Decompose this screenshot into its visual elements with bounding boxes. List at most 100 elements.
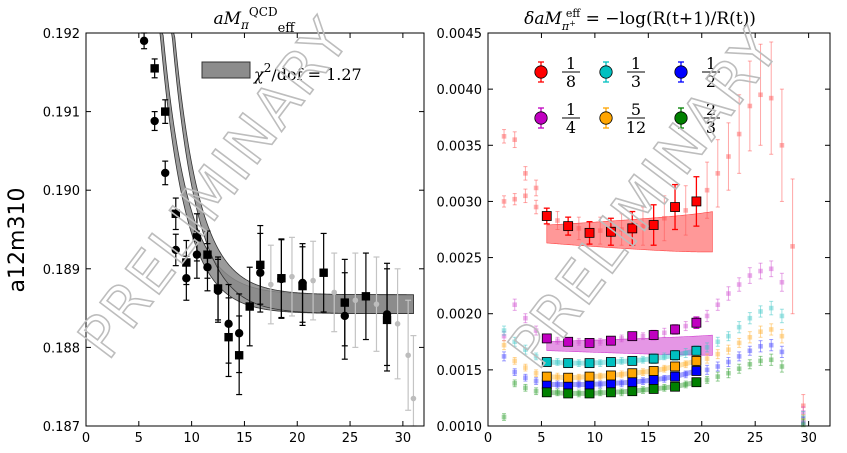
right-xtick-label: 5 — [537, 431, 545, 446]
data-point-square — [245, 302, 254, 311]
faded-data-point — [576, 360, 582, 366]
data-point-2-3 — [584, 388, 595, 399]
data-point-2-3 — [627, 386, 638, 397]
data-point-1-3 — [670, 350, 680, 361]
legend-numerator: 1 — [566, 54, 576, 73]
faded-data-point — [640, 378, 646, 384]
data-point-square — [224, 332, 233, 342]
legend-marker-1-4 — [534, 111, 548, 125]
data-point-5-12 — [541, 371, 552, 382]
data-point-square — [150, 64, 159, 73]
legend-marker-1-8 — [534, 65, 548, 79]
left-xtick-label: 0 — [82, 431, 90, 446]
data-point-1-4 — [648, 330, 659, 340]
legend-denominator: 4 — [566, 118, 576, 137]
faded-data-point — [662, 215, 667, 221]
faded-data-point — [747, 348, 753, 354]
faded-data-point — [736, 131, 742, 137]
legend-swatch — [201, 61, 251, 79]
data-point-1-3 — [606, 357, 616, 367]
faded-data-point — [501, 342, 507, 348]
data-point-square — [203, 250, 212, 259]
faded-data-point — [662, 330, 667, 336]
faded-data-point — [555, 382, 560, 387]
data-point-square — [182, 258, 191, 267]
left-xtick-label: 25 — [342, 431, 359, 446]
right-ytick-label: 0.0030 — [437, 195, 483, 210]
left-xtick-label: 30 — [395, 431, 412, 446]
faded-data-point — [715, 351, 721, 357]
faded-data-point — [555, 359, 560, 365]
faded-data-point — [512, 137, 518, 142]
faded-data-point — [768, 357, 774, 363]
data-point-2-3 — [563, 388, 574, 399]
data-point-1-8 — [648, 220, 659, 230]
faded-data-point — [800, 422, 806, 428]
right-ytick-label: 0.0010 — [437, 420, 483, 435]
data-point-faded — [331, 289, 338, 296]
row-label: a12m310 — [5, 188, 30, 293]
faded-data-point — [619, 372, 624, 377]
faded-data-point — [726, 154, 731, 159]
data-point-1-8 — [691, 196, 702, 207]
faded-data-point — [726, 370, 731, 376]
data-point-1-8 — [670, 202, 680, 212]
right-axes: 0 5 10 15 20 25 300.00100.00150.00200.00250.00… — [437, 27, 831, 446]
data-point-1-2 — [627, 377, 638, 388]
legend-power: 2 — [264, 61, 272, 75]
faded-data-point — [523, 385, 528, 391]
faded-data-point — [555, 338, 560, 343]
left-plot-frame — [85, 32, 425, 427]
faded-data-point — [501, 328, 507, 333]
faded-data-point — [768, 342, 774, 348]
faded-data-point — [715, 339, 721, 345]
faded-data-point — [683, 382, 689, 387]
faded-data-point — [555, 390, 560, 395]
faded-data-point — [640, 387, 646, 393]
legend-marker-1-3 — [599, 65, 613, 79]
faded-data-point — [736, 324, 742, 330]
faded-data-point — [619, 381, 624, 386]
legend-numerator: 2 — [706, 100, 716, 119]
faded-data-point — [640, 357, 646, 363]
faded-data-point — [576, 339, 582, 345]
faded-data-point — [597, 374, 603, 379]
faded-data-point — [523, 347, 528, 352]
data-point-square — [319, 268, 328, 277]
faded-data-point — [683, 323, 689, 329]
faded-data-point — [779, 349, 785, 355]
right-ytick-label: 0.0025 — [437, 252, 483, 267]
left-title: aMπQCDeff — [213, 5, 296, 36]
faded-data-point — [662, 376, 667, 382]
data-point-2-3 — [670, 381, 680, 392]
faded-data-point — [597, 339, 603, 345]
faded-data-point — [576, 226, 582, 231]
faded-data-point — [555, 218, 560, 223]
data-point-faded — [373, 301, 380, 307]
data-point-5-12 — [670, 361, 680, 372]
data-point-1-4 — [584, 338, 595, 348]
right-title-rhs: = −log(R(t+1)/R(t)) — [580, 9, 756, 29]
faded-data-point — [747, 273, 753, 278]
faded-data-point — [501, 333, 507, 339]
data-point-circle — [171, 245, 180, 255]
right-panel: δaMπ+eff = −log(R(t+1)/R(t)) 18131214512… — [437, 7, 831, 446]
right-ytick-label: 0.0020 — [437, 308, 483, 323]
faded-data-point — [576, 391, 582, 396]
faded-data-point — [512, 302, 518, 308]
faded-data-point — [747, 361, 753, 367]
faded-data-point — [619, 390, 624, 395]
data-point-faded — [352, 297, 359, 304]
faded-data-point — [758, 329, 763, 334]
faded-data-point — [790, 244, 795, 249]
faded-data-point — [533, 185, 539, 191]
data-point-faded — [268, 281, 274, 288]
faded-data-point — [747, 334, 753, 340]
data-point-5-12 — [691, 355, 702, 366]
faded-data-point — [704, 345, 710, 350]
data-point-circle — [150, 116, 159, 126]
faded-data-point — [779, 364, 785, 369]
faded-data-point — [779, 142, 785, 148]
